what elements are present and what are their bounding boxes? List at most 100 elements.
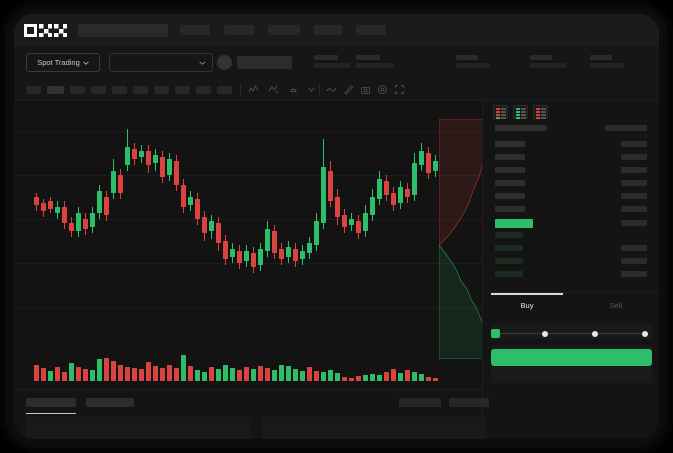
timeframe-0[interactable] (26, 86, 41, 94)
spot-trading-label: Spot Trading (37, 58, 80, 67)
candle-body (209, 221, 214, 231)
candle-body (398, 187, 403, 203)
candle-body (202, 217, 207, 233)
candle-body (76, 213, 81, 231)
timeframe-5[interactable] (133, 86, 148, 94)
timeframe-1[interactable] (47, 86, 64, 94)
volume-bar-37 (293, 369, 298, 381)
buy-submit-button[interactable] (491, 349, 652, 366)
volume-bar-30 (244, 367, 249, 381)
market-stat-0 (314, 55, 350, 68)
trade-field-2[interactable] (491, 367, 652, 383)
volume-bar-50 (384, 372, 389, 381)
orderbook-ask-row[interactable] (495, 154, 525, 160)
market-stat-value (456, 63, 490, 68)
candle-body (69, 223, 74, 231)
orderbook-header-right (605, 125, 647, 131)
both-icon[interactable] (493, 105, 508, 119)
volume-bar-10 (104, 358, 109, 381)
slider-handle[interactable] (491, 328, 500, 338)
tab-buy[interactable]: Buy (483, 293, 571, 317)
volume-bar-42 (328, 370, 333, 381)
orderbook-ask-row[interactable] (495, 180, 525, 186)
candle-body (195, 199, 200, 219)
orderbook-ask-row[interactable] (495, 206, 525, 212)
amount-slider[interactable] (491, 328, 648, 338)
okx-logo[interactable] (24, 23, 68, 38)
bid-depth-area (439, 244, 482, 359)
timeframe-6[interactable] (154, 86, 169, 94)
volume-bar-57 (433, 378, 438, 381)
orders-card-1 (262, 417, 487, 439)
orders-tab-0[interactable] (26, 398, 76, 414)
pair-select-dropdown[interactable] (109, 53, 213, 72)
volume-bar-27 (223, 365, 228, 381)
nav-item-4[interactable] (356, 25, 386, 35)
price-chart[interactable] (14, 101, 482, 389)
slider-step-3[interactable] (642, 330, 648, 337)
slider-step-2[interactable] (592, 330, 598, 337)
volume-bar-55 (419, 374, 424, 381)
volume-bar-49 (377, 375, 382, 381)
timeframe-4[interactable] (112, 86, 127, 94)
bids-icon[interactable] (513, 105, 528, 119)
market-stat-label (356, 55, 380, 60)
orderbook-bid-row[interactable] (495, 258, 523, 264)
asks-icon[interactable] (533, 105, 548, 119)
orderbook-bid-row[interactable] (495, 245, 523, 251)
candle-body (377, 179, 382, 199)
nav-item-0[interactable] (180, 25, 210, 35)
volume-bar-15 (139, 369, 144, 381)
volume-bar-16 (146, 362, 151, 381)
tab-sell[interactable]: Sell (572, 293, 659, 317)
orderbook-bid-row[interactable] (495, 232, 523, 238)
orderbook-spread-row[interactable] (495, 219, 533, 228)
volume-bar-0 (34, 365, 39, 381)
candle-body (356, 221, 361, 233)
volume-bar-39 (307, 367, 312, 381)
indicator-icon[interactable] (248, 84, 259, 95)
timeframe-9[interactable] (217, 86, 232, 94)
app-screen: Spot Trading (14, 14, 659, 439)
orderbook-ask-row[interactable] (495, 193, 525, 199)
line-chart-icon[interactable] (326, 84, 337, 95)
toolbar-divider (319, 84, 320, 95)
timeframe-2[interactable] (70, 86, 85, 94)
trade-field-0[interactable] (491, 323, 652, 339)
volume-bar-29 (237, 370, 242, 381)
candlestick-series (14, 101, 482, 323)
candle-body (167, 159, 172, 175)
nav-item-3[interactable] (314, 25, 342, 35)
compare-icon[interactable] (268, 84, 279, 95)
nav-item-1[interactable] (224, 25, 254, 35)
volume-bar-44 (342, 377, 347, 381)
slider-step-1[interactable] (542, 330, 548, 337)
candle-body (223, 241, 228, 259)
market-stat-value (356, 63, 394, 68)
orderbook-bid-row[interactable] (495, 271, 523, 277)
fullscreen-icon[interactable] (394, 84, 405, 95)
market-stat-value (314, 63, 350, 68)
orderbook-ask-row[interactable] (495, 141, 525, 147)
search-input[interactable] (78, 24, 168, 37)
logo-letter-o (24, 24, 37, 37)
pencil-icon[interactable] (343, 84, 354, 95)
settings-icon[interactable] (377, 84, 388, 95)
volume-bar-52 (398, 373, 403, 381)
timeframe-7[interactable] (175, 86, 190, 94)
chart-gridline-2 (14, 219, 482, 220)
alert-icon[interactable] (288, 84, 299, 95)
chevron-down-icon[interactable] (306, 84, 317, 95)
nav-item-2[interactable] (268, 25, 300, 35)
spot-trading-button[interactable]: Spot Trading (26, 53, 100, 72)
orders-action-1[interactable] (449, 398, 489, 407)
camera-icon[interactable] (360, 84, 371, 95)
candle-body (139, 151, 144, 157)
timeframe-8[interactable] (196, 86, 211, 94)
orders-tab-1[interactable] (86, 398, 134, 407)
orderbook-bid-value (621, 245, 647, 251)
timeframe-3[interactable] (91, 86, 106, 94)
orders-action-0[interactable] (399, 398, 441, 407)
orderbook-ask-row[interactable] (495, 167, 525, 173)
